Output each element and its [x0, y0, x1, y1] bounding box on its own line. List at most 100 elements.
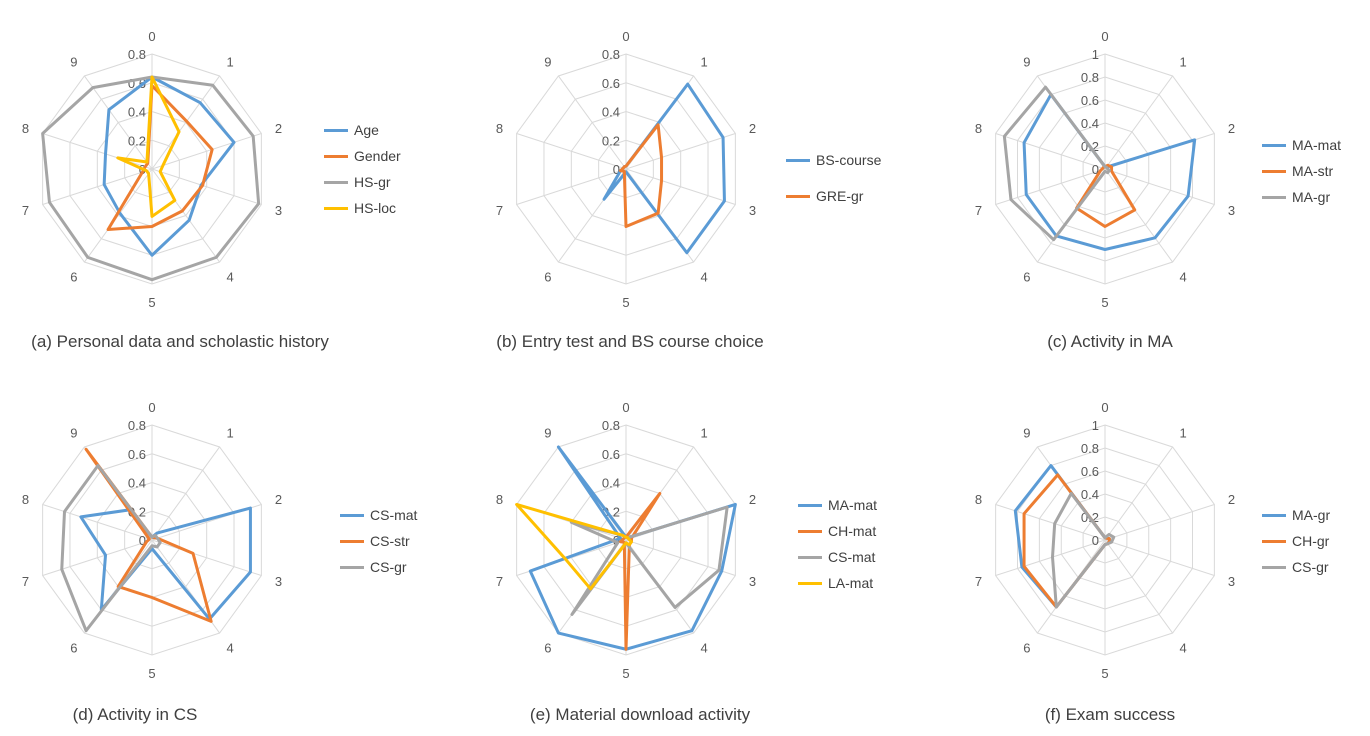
legend-item: CS-gr [340, 557, 417, 577]
axis-spoke [151, 539, 262, 577]
axis-label-2: 2 [275, 121, 282, 136]
axis-label-1: 1 [701, 425, 708, 440]
series-line-CS-mat [79, 506, 252, 621]
axis-label-6: 6 [70, 641, 77, 656]
legend-label: BS-course [816, 152, 882, 168]
series-line-Age [102, 75, 236, 257]
axis-label-1: 1 [227, 425, 234, 440]
axis-label-0: 0 [148, 29, 155, 44]
chart-caption: (a) Personal data and scholastic history [31, 332, 329, 351]
legend-item: CH-gr [1262, 531, 1330, 551]
axis-label-7: 7 [975, 574, 982, 589]
axis-spoke [42, 168, 153, 206]
legend-item: GRE-gr [786, 186, 881, 206]
legend-label: CS-gr [1292, 559, 1329, 575]
legend-label: HS-gr [354, 174, 391, 190]
series-line-MA-mat [1022, 93, 1197, 251]
legend-item: MA-gr [1262, 187, 1341, 207]
axis-label-8: 8 [496, 492, 503, 507]
tick-label: 0.4 [128, 476, 146, 491]
axis-spoke [151, 168, 220, 263]
axis-spoke [1104, 168, 1215, 206]
axis-label-8: 8 [22, 121, 29, 136]
tick-label: 0 [613, 162, 620, 177]
axis-label-1: 1 [1180, 425, 1187, 440]
tick-label: 0.8 [602, 47, 620, 62]
axis-spoke [42, 503, 153, 541]
axis-spoke [995, 132, 1106, 170]
legend-2: MA-mat MA-str MA-gr [1262, 135, 1341, 213]
tick-label: 0.6 [128, 447, 146, 462]
legend-item: MA-str [1262, 161, 1341, 181]
legend-swatch [324, 154, 348, 158]
legend-item: CS-mat [798, 547, 877, 567]
axis-spoke [995, 168, 1106, 206]
tick-label: 0.6 [602, 76, 620, 91]
tick-label: 0.4 [602, 105, 620, 120]
series-line-HS-gr [41, 75, 261, 282]
axis-label-6: 6 [1023, 641, 1030, 656]
axis-label-2: 2 [749, 121, 756, 136]
legend-swatch [798, 555, 822, 559]
axis-label-4: 4 [1180, 641, 1187, 656]
tick-label: 1 [1092, 47, 1099, 62]
tick-label: 0 [1092, 533, 1099, 548]
legend-item: CH-mat [798, 521, 877, 541]
axis-label-2: 2 [275, 492, 282, 507]
axis-label-1: 1 [1180, 54, 1187, 69]
series-line-MA-gr [1002, 85, 1111, 242]
axis-label-7: 7 [496, 574, 503, 589]
chart-caption: (b) Entry test and BS course choice [496, 332, 764, 351]
axis-label-2: 2 [1228, 121, 1235, 136]
tick-label: 0.4 [1081, 116, 1099, 131]
axis-label-9: 9 [70, 54, 77, 69]
legend-4: MA-mat CH-mat CS-mat LA-mat [798, 495, 877, 599]
axis-spoke [1104, 539, 1215, 577]
legend-swatch [786, 194, 810, 198]
tick-label: 0 [139, 533, 146, 548]
axis-label-8: 8 [496, 121, 503, 136]
axis-label-3: 3 [275, 203, 282, 218]
axis-label-5: 5 [622, 666, 629, 681]
tick-label: 0.6 [1081, 93, 1099, 108]
axis-label-0: 0 [622, 400, 629, 415]
axis-label-9: 9 [544, 425, 551, 440]
axis-label-8: 8 [22, 492, 29, 507]
legend-swatch [324, 180, 348, 184]
axis-label-9: 9 [70, 425, 77, 440]
legend-swatch [1262, 565, 1286, 569]
legend-item: MA-gr [1262, 505, 1330, 525]
legend-label: HS-loc [354, 200, 397, 216]
legend-label: Age [354, 122, 379, 138]
legend-label: CS-gr [370, 559, 407, 575]
axis-label-4: 4 [227, 641, 234, 656]
axis-label-5: 5 [1101, 295, 1108, 310]
legend-swatch [1262, 143, 1286, 147]
axis-label-3: 3 [275, 574, 282, 589]
axis-label-6: 6 [544, 641, 551, 656]
axis-label-5: 5 [148, 295, 155, 310]
tick-label: 0.2 [128, 133, 146, 148]
tick-label: 0.4 [602, 476, 620, 491]
legend-1: BS-course GRE-gr [786, 150, 881, 222]
legend-item: MA-mat [1262, 135, 1341, 155]
axis-label-0: 0 [1101, 29, 1108, 44]
tick-label: 0.8 [128, 47, 146, 62]
axis-spoke [42, 132, 153, 170]
axis-spoke [625, 132, 736, 170]
axis-label-1: 1 [701, 54, 708, 69]
series-line-GRE-gr [619, 123, 664, 228]
legend-label: MA-mat [1292, 137, 1341, 153]
axis-label-7: 7 [975, 203, 982, 218]
axis-label-2: 2 [1228, 492, 1235, 507]
axis-label-8: 8 [975, 121, 982, 136]
axis-label-6: 6 [1023, 270, 1030, 285]
axis-spoke [151, 168, 262, 206]
legend-label: MA-mat [828, 497, 877, 513]
axis-spoke [1104, 503, 1215, 541]
series-line-HS-loc [116, 75, 181, 218]
series-line-MA-str [1075, 163, 1137, 228]
